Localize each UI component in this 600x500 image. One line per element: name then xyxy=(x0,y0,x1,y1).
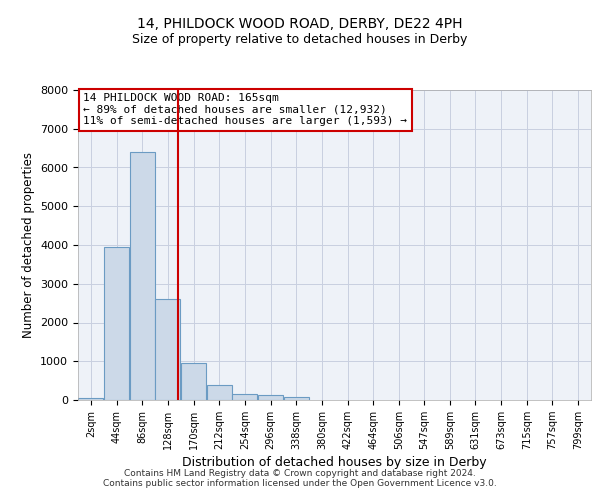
Bar xyxy=(207,386,232,400)
Bar xyxy=(181,363,206,400)
Text: Contains public sector information licensed under the Open Government Licence v3: Contains public sector information licen… xyxy=(103,478,497,488)
Bar xyxy=(104,247,129,400)
X-axis label: Distribution of detached houses by size in Derby: Distribution of detached houses by size … xyxy=(182,456,487,469)
Text: Size of property relative to detached houses in Derby: Size of property relative to detached ho… xyxy=(133,32,467,46)
Bar xyxy=(232,394,257,400)
Text: 14, PHILDOCK WOOD ROAD, DERBY, DE22 4PH: 14, PHILDOCK WOOD ROAD, DERBY, DE22 4PH xyxy=(137,18,463,32)
Bar xyxy=(155,299,181,400)
Text: Contains HM Land Registry data © Crown copyright and database right 2024.: Contains HM Land Registry data © Crown c… xyxy=(124,468,476,477)
Bar xyxy=(284,397,309,400)
Y-axis label: Number of detached properties: Number of detached properties xyxy=(22,152,35,338)
Text: 14 PHILDOCK WOOD ROAD: 165sqm
← 89% of detached houses are smaller (12,932)
11% : 14 PHILDOCK WOOD ROAD: 165sqm ← 89% of d… xyxy=(83,93,407,126)
Bar xyxy=(258,396,283,400)
Bar xyxy=(79,398,103,400)
Bar xyxy=(130,152,155,400)
